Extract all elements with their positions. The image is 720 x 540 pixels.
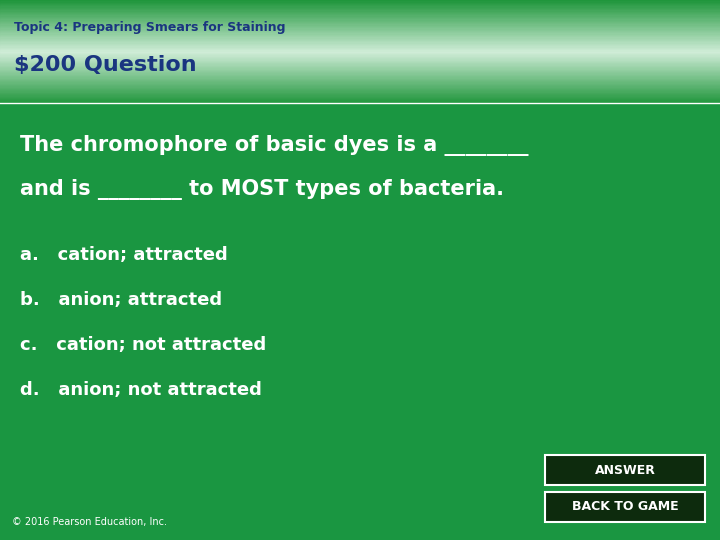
Bar xyxy=(0,1,720,3)
Bar xyxy=(0,59,720,61)
Bar xyxy=(0,90,720,92)
Bar xyxy=(0,100,720,102)
Bar xyxy=(0,91,720,93)
Bar xyxy=(0,54,720,56)
Text: Topic 4: Preparing Smears for Staining: Topic 4: Preparing Smears for Staining xyxy=(14,22,286,35)
Text: d.   anion; not attracted: d. anion; not attracted xyxy=(20,381,262,399)
FancyBboxPatch shape xyxy=(545,455,705,485)
Bar xyxy=(0,19,720,21)
Bar xyxy=(0,46,720,48)
Bar xyxy=(0,95,720,97)
Text: and is ________ to MOST types of bacteria.: and is ________ to MOST types of bacteri… xyxy=(20,179,504,200)
Bar xyxy=(0,81,720,83)
Bar xyxy=(0,9,720,11)
Bar xyxy=(0,103,720,540)
Text: The chromophore of basic dyes is a ________: The chromophore of basic dyes is a _____… xyxy=(20,134,528,156)
Bar xyxy=(0,93,720,94)
Bar xyxy=(0,16,720,17)
Bar xyxy=(0,21,720,22)
Bar xyxy=(0,18,720,20)
Bar xyxy=(0,99,720,101)
Bar xyxy=(0,50,720,52)
Bar xyxy=(0,41,720,43)
Bar xyxy=(0,85,720,87)
Bar xyxy=(0,89,720,91)
Text: BACK TO GAME: BACK TO GAME xyxy=(572,501,678,514)
Bar xyxy=(0,80,720,82)
Bar xyxy=(0,84,720,85)
Bar xyxy=(0,26,720,28)
Bar xyxy=(0,43,720,44)
Bar xyxy=(0,53,720,55)
Bar xyxy=(0,66,720,68)
Bar xyxy=(0,45,720,47)
Bar xyxy=(0,49,720,51)
Bar xyxy=(0,32,720,34)
Text: © 2016 Pearson Education, Inc.: © 2016 Pearson Education, Inc. xyxy=(12,517,167,527)
Bar xyxy=(0,24,720,26)
Bar xyxy=(0,70,720,71)
Bar xyxy=(0,77,720,79)
Bar xyxy=(0,68,720,70)
Bar xyxy=(0,71,720,72)
Bar xyxy=(0,56,720,57)
Bar xyxy=(0,4,720,5)
Bar xyxy=(0,3,720,4)
Bar xyxy=(0,60,720,62)
Bar xyxy=(0,14,720,16)
Bar xyxy=(0,97,720,98)
Bar xyxy=(0,31,720,33)
Bar xyxy=(0,33,720,35)
Bar xyxy=(0,73,720,75)
Text: $200 Question: $200 Question xyxy=(14,55,197,75)
Bar xyxy=(0,30,720,31)
Bar xyxy=(0,39,720,40)
Bar xyxy=(0,36,720,38)
Bar xyxy=(0,67,720,69)
Bar xyxy=(0,102,720,104)
Bar xyxy=(0,40,720,42)
Text: ANSWER: ANSWER xyxy=(595,463,655,476)
Bar xyxy=(0,27,720,29)
Text: b.   anion; attracted: b. anion; attracted xyxy=(20,291,222,309)
Bar xyxy=(0,8,720,10)
Bar xyxy=(0,98,720,100)
Bar xyxy=(0,58,720,60)
Text: c.   cation; not attracted: c. cation; not attracted xyxy=(20,336,266,354)
Bar xyxy=(0,22,720,24)
Text: a.   cation; attracted: a. cation; attracted xyxy=(20,246,228,264)
Bar xyxy=(0,75,720,77)
Bar xyxy=(0,35,720,37)
Bar xyxy=(0,17,720,18)
Bar xyxy=(0,63,720,65)
Bar xyxy=(0,23,720,25)
Bar xyxy=(0,83,720,84)
Bar xyxy=(0,11,720,14)
Bar xyxy=(0,62,720,64)
Bar xyxy=(0,64,720,66)
Bar xyxy=(0,76,720,78)
Bar xyxy=(0,94,720,96)
Bar xyxy=(0,0,720,2)
Bar xyxy=(0,44,720,45)
Bar xyxy=(0,78,720,80)
Bar xyxy=(0,5,720,7)
Bar xyxy=(0,51,720,53)
Bar xyxy=(0,6,720,8)
Bar xyxy=(0,57,720,58)
FancyBboxPatch shape xyxy=(545,492,705,522)
Bar xyxy=(0,37,720,39)
Bar xyxy=(0,48,720,50)
Bar xyxy=(0,87,720,89)
Bar xyxy=(0,72,720,74)
Bar xyxy=(0,86,720,88)
Bar xyxy=(0,28,720,30)
Bar xyxy=(0,10,720,12)
Bar xyxy=(0,13,720,15)
